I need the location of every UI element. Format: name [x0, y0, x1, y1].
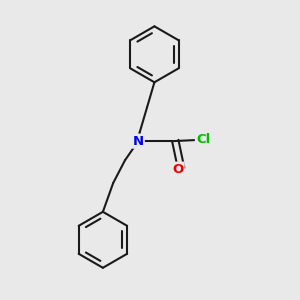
Text: N: N — [133, 135, 144, 148]
Text: Cl: Cl — [196, 133, 210, 146]
Text: O: O — [172, 163, 184, 176]
